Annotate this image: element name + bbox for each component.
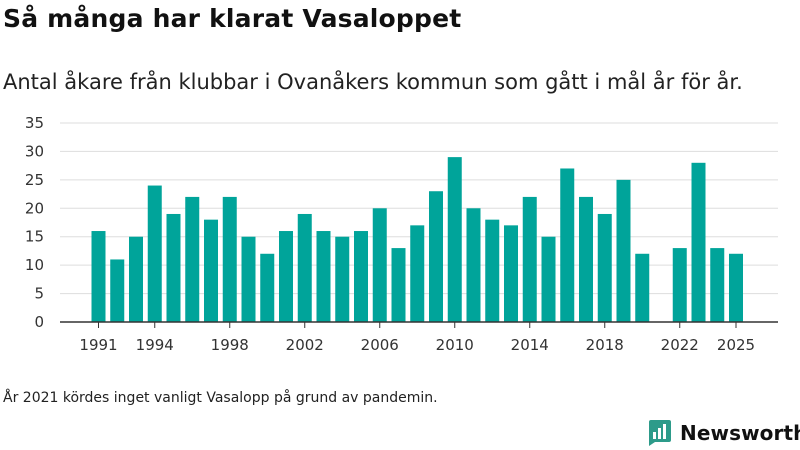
bar-1994	[147, 185, 162, 322]
bar-2018	[597, 213, 612, 322]
bar-1992	[110, 259, 125, 322]
y-tick-label: 10	[25, 256, 44, 274]
bar-1999	[241, 236, 256, 322]
x-tick-label: 2022	[661, 336, 699, 354]
x-tick-label: 2006	[361, 336, 399, 354]
y-tick-label: 30	[25, 142, 44, 160]
bar-2005	[354, 231, 368, 322]
bar-1991	[91, 231, 106, 322]
x-tick-label: 1994	[136, 336, 174, 354]
bar-2015	[541, 236, 556, 322]
bar-2020	[635, 253, 650, 322]
y-tick-label: 25	[25, 171, 44, 189]
bar-2002	[297, 213, 312, 322]
bar-2019	[616, 179, 631, 322]
x-tick-label: 2010	[436, 336, 474, 354]
bar-2025	[729, 253, 743, 322]
bar-1998	[222, 196, 237, 322]
brand-name: Newsworthy	[680, 421, 800, 445]
bar-2009	[429, 191, 443, 322]
x-tick-label: 2025	[717, 336, 755, 354]
bar-1995	[166, 213, 181, 322]
bar-2022	[672, 248, 687, 322]
chart-title: Så många har klarat Vasaloppet	[3, 4, 462, 33]
x-tick-label: 2014	[511, 336, 549, 354]
y-tick-label: 20	[25, 199, 44, 217]
bar-2014	[522, 196, 537, 322]
brand-logo: Newsworthy	[646, 419, 800, 447]
bar-2024	[710, 248, 725, 322]
bar-1993	[129, 236, 143, 322]
y-tick-label: 5	[34, 285, 44, 303]
bar-2001	[279, 231, 293, 322]
bar-2017	[579, 196, 593, 322]
bar-1996	[185, 196, 200, 322]
bars	[91, 157, 743, 322]
bar-2003	[316, 231, 331, 322]
bar-2008	[410, 225, 425, 322]
bar-2011	[466, 208, 481, 322]
x-tick-label: 1998	[211, 336, 249, 354]
x-tick-label: 1991	[79, 336, 117, 354]
bar-2010	[447, 157, 462, 322]
bar-2016	[560, 168, 575, 322]
footnote: År 2021 kördes inget vanligt Vasalopp på…	[3, 390, 438, 406]
bar-2006	[372, 208, 387, 322]
bar-1997	[204, 219, 218, 322]
x-tick-label: 2002	[286, 336, 324, 354]
y-tick-label: 15	[25, 228, 44, 246]
y-tick-label: 35	[25, 114, 44, 132]
x-tick-label: 2018	[586, 336, 624, 354]
bar-2000	[260, 253, 275, 322]
y-tick-label: 0	[34, 313, 44, 331]
chart-subtitle: Antal åkare från klubbar i Ovanåkers kom…	[3, 70, 743, 94]
bar-2023	[691, 162, 706, 322]
bar-2007	[391, 248, 406, 322]
bar-2012	[485, 219, 500, 322]
bar-2004	[335, 236, 350, 322]
newsworthy-logo-icon	[649, 420, 671, 446]
bar-2013	[504, 225, 518, 322]
